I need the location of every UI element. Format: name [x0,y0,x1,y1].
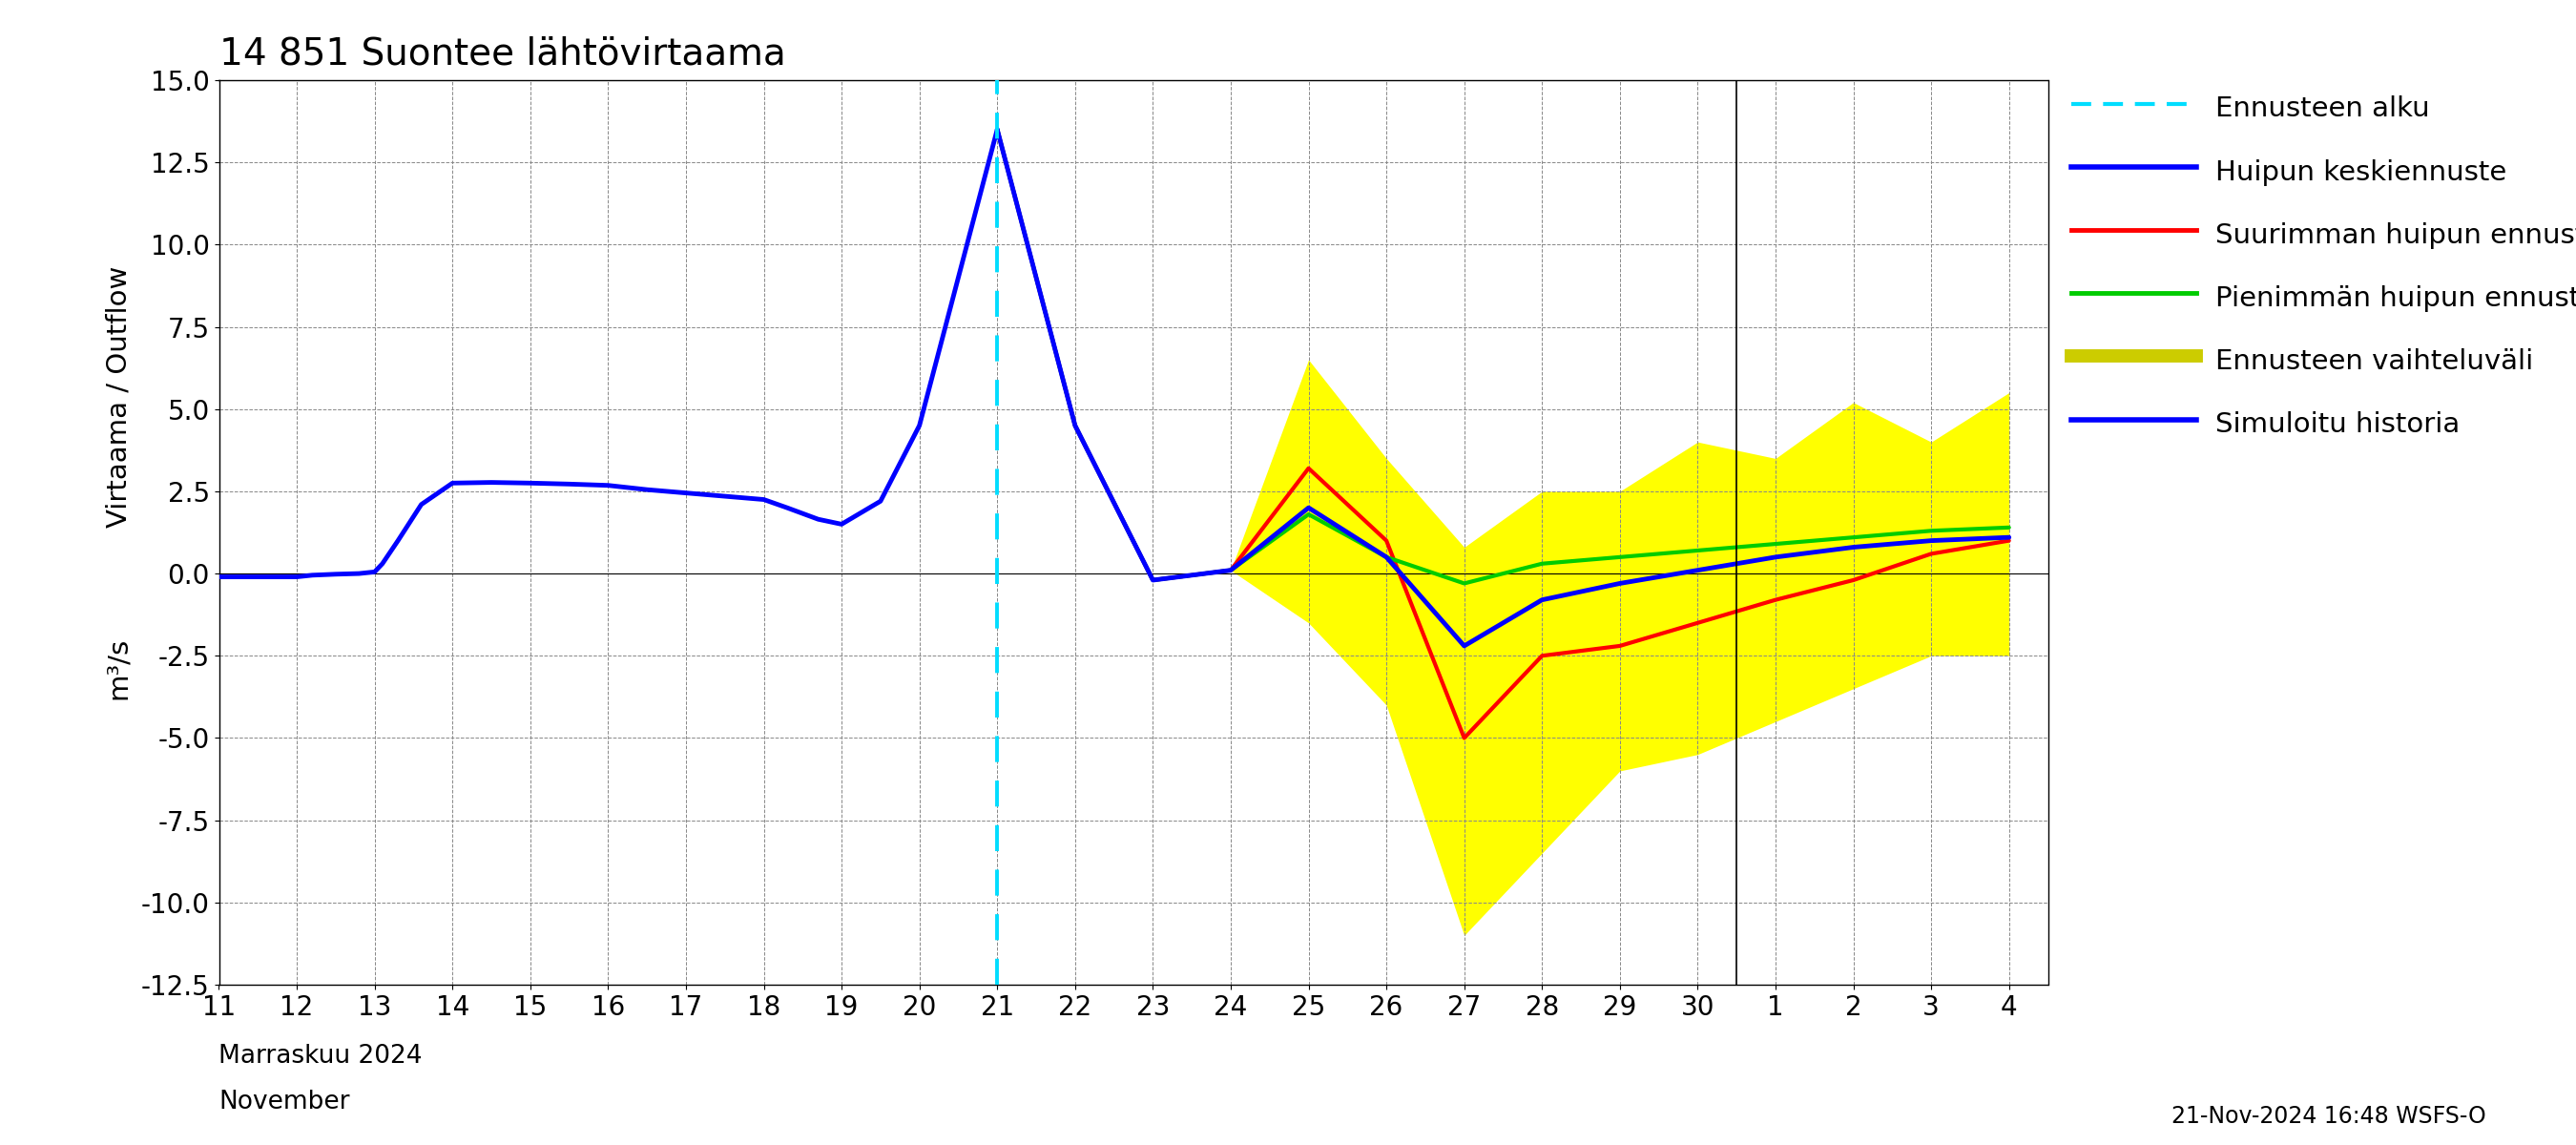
Text: November: November [219,1090,350,1115]
Text: 21-Nov-2024 16:48 WSFS-O: 21-Nov-2024 16:48 WSFS-O [2172,1105,2486,1128]
Text: Marraskuu 2024: Marraskuu 2024 [219,1044,422,1068]
Text: m³/s: m³/s [106,637,131,700]
Text: 14 851 Suontee lähtövirtaama: 14 851 Suontee lähtövirtaama [219,35,786,72]
Text: Virtaama / Outflow: Virtaama / Outflow [106,266,131,528]
Legend: Ennusteen alku, Huipun keskiennuste, Suurimman huipun ennuste, Pienimmän huipun : Ennusteen alku, Huipun keskiennuste, Suu… [2066,85,2576,445]
